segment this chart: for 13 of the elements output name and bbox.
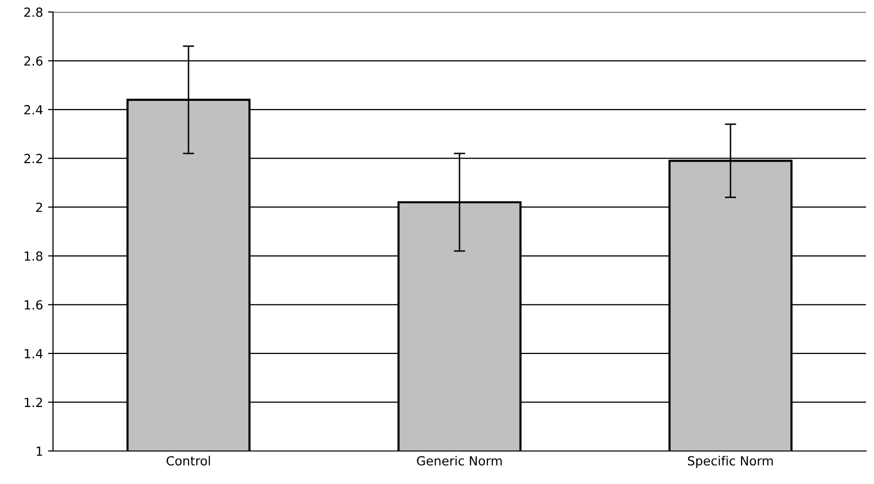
y-tick-label: 2.6 [24, 56, 42, 66]
y-tick-label: 2 [36, 202, 42, 212]
y-tick-label: 1 [36, 446, 42, 456]
y-tick-label: 1.4 [24, 349, 43, 358]
y-tick-label: 2.2 [24, 154, 42, 164]
x-tick-label: Control [166, 456, 210, 466]
y-tick-label: 1.8 [24, 251, 42, 261]
y-tick-label: 2.4 [24, 105, 43, 114]
y-tick-label: 1.6 [24, 300, 42, 310]
x-tick-label: Specific Norm [688, 456, 773, 468]
y-tick-label: 1.2 [24, 398, 42, 407]
y-tick-label: 2.8 [24, 7, 42, 17]
x-tick-label: Generic Norm [416, 456, 502, 466]
